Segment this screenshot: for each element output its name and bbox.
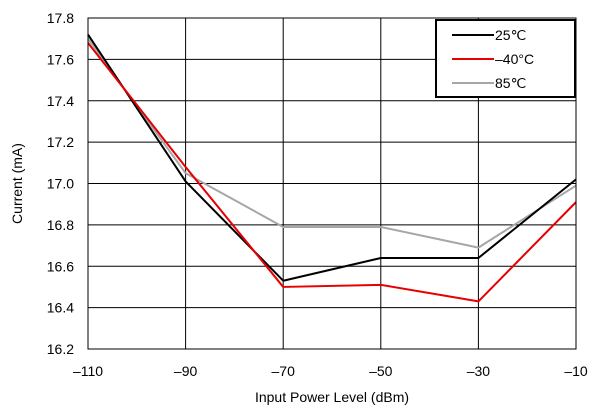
legend-label: –40°C bbox=[495, 51, 534, 67]
x-tick-label: –50 bbox=[369, 363, 393, 379]
x-tick-label: –70 bbox=[272, 363, 296, 379]
y-axis-ticks: 16.2 16.4 16.6 16.8 17.0 17.2 17.4 17.6 17.8 bbox=[47, 10, 74, 357]
legend-label: 25℃ bbox=[495, 27, 526, 43]
y-tick-label: 17.6 bbox=[47, 51, 74, 67]
y-tick-label: 16.6 bbox=[47, 258, 74, 274]
y-axis-label: Current (mA) bbox=[9, 143, 25, 224]
series-line bbox=[87, 38, 577, 249]
y-tick-label: 16.4 bbox=[47, 300, 74, 316]
y-tick-label: 17.4 bbox=[47, 93, 74, 109]
x-axis-label: Input Power Level (dBm) bbox=[255, 389, 409, 405]
x-tick-label: –30 bbox=[467, 363, 491, 379]
y-tick-label: 16.8 bbox=[47, 217, 74, 233]
legend-label: 85℃ bbox=[495, 75, 526, 91]
series-line bbox=[87, 33, 577, 282]
y-tick-label: 17.8 bbox=[47, 10, 74, 26]
x-tick-label: –90 bbox=[174, 363, 198, 379]
x-tick-label: –10 bbox=[564, 363, 588, 379]
y-tick-label: 17.2 bbox=[47, 134, 74, 150]
y-tick-label: 17.0 bbox=[47, 176, 74, 192]
legend: 25℃ –40°C 85℃ bbox=[435, 19, 576, 98]
x-tick-label: –110 bbox=[73, 363, 103, 379]
series-lines bbox=[87, 33, 577, 303]
series-line bbox=[87, 42, 577, 303]
plot-frame bbox=[87, 17, 577, 350]
y-tick-label: 16.2 bbox=[47, 341, 74, 357]
x-axis-ticks: –110 –90 –70 –50 –30 –10 bbox=[73, 363, 588, 379]
